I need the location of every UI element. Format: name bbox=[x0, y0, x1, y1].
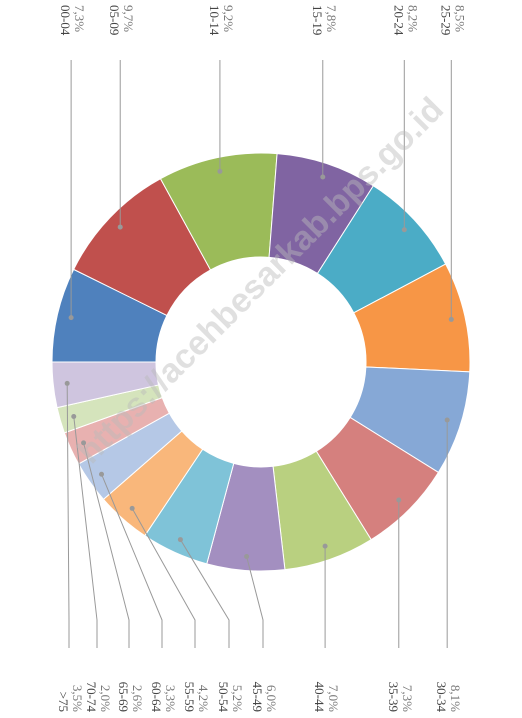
label-dot bbox=[177, 537, 183, 543]
label-dot bbox=[322, 543, 328, 549]
labels: 00-04 7,3% 05-09 9,7% 10-14 9,2% 15-19 7,8% 20-2… bbox=[56, 5, 467, 712]
category-label: 40-44 bbox=[312, 682, 327, 713]
leader-line bbox=[246, 556, 264, 648]
label-dot bbox=[320, 174, 326, 180]
label-dot bbox=[444, 417, 450, 423]
category-label: 10-14 bbox=[207, 5, 222, 36]
value-label: 4,2% bbox=[196, 685, 211, 712]
category-label: 30-34 bbox=[434, 682, 449, 713]
label-dot bbox=[396, 497, 402, 503]
value-label: 8,5% bbox=[452, 5, 467, 32]
leader-line bbox=[73, 416, 98, 648]
value-label: 6,0% bbox=[264, 685, 279, 712]
category-label: 55-59 bbox=[182, 682, 197, 712]
category-label: 05-09 bbox=[107, 5, 122, 35]
category-label: 15-19 bbox=[310, 5, 325, 35]
leader-line bbox=[131, 508, 196, 648]
label-dot bbox=[448, 316, 454, 322]
value-label: 3,3% bbox=[163, 685, 178, 712]
value-label: 3,5% bbox=[70, 685, 85, 712]
value-label: 7,3% bbox=[400, 685, 415, 712]
value-label: 9,2% bbox=[221, 5, 236, 32]
category-label: 45-49 bbox=[250, 682, 265, 712]
category-label: 25-29 bbox=[438, 5, 453, 35]
value-label: 7,0% bbox=[326, 685, 341, 712]
category-label: 00-04 bbox=[58, 5, 73, 36]
value-label: 5,2% bbox=[230, 685, 245, 712]
donut bbox=[51, 152, 471, 572]
label-dot bbox=[129, 505, 135, 511]
leader-line bbox=[66, 383, 70, 648]
value-label: 7,3% bbox=[72, 5, 87, 32]
leader-line bbox=[83, 442, 130, 648]
label-dot bbox=[64, 380, 70, 386]
category-label: 35-39 bbox=[386, 682, 401, 712]
value-label: 8,1% bbox=[448, 685, 463, 712]
category-label: 70-74 bbox=[84, 682, 99, 713]
label-dot bbox=[68, 315, 74, 321]
label-dot bbox=[401, 227, 407, 233]
category-label: 20-24 bbox=[391, 5, 406, 36]
leader-line bbox=[101, 474, 163, 648]
value-label: 2,0% bbox=[98, 685, 113, 712]
label-dot bbox=[71, 413, 77, 419]
slice bbox=[51, 361, 160, 409]
label-dot bbox=[117, 224, 123, 230]
label-dot bbox=[217, 168, 223, 174]
category-label: 50-54 bbox=[216, 682, 231, 713]
category-label: >75 bbox=[56, 692, 71, 712]
value-label: 9,7% bbox=[121, 5, 136, 32]
value-label: 8,2% bbox=[405, 5, 420, 32]
label-dot bbox=[81, 440, 87, 446]
category-label: 60-64 bbox=[149, 682, 164, 713]
label-dot bbox=[99, 471, 105, 477]
leader-line bbox=[179, 539, 230, 648]
label-dot bbox=[244, 553, 250, 559]
value-label: 2,6% bbox=[130, 685, 145, 712]
category-label: 65-69 bbox=[116, 682, 131, 712]
value-label: 7,8% bbox=[324, 5, 339, 32]
